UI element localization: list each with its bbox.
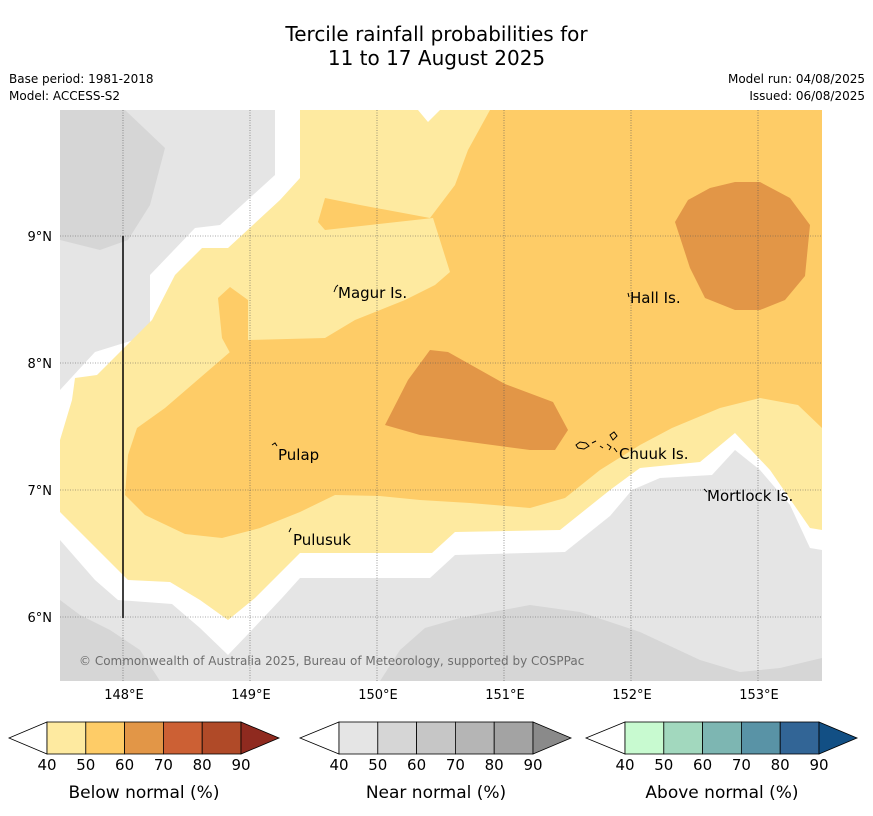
meta-right: Model run: 04/08/2025 Issued: 06/08/2025 <box>728 71 865 105</box>
colorbar-near-normal: 40 50 60 70 80 90 Near normal (%) <box>298 721 573 803</box>
issued-date: Issued: 06/08/2025 <box>749 89 865 103</box>
model-run: Model run: 04/08/2025 <box>727 72 865 86</box>
longitude-labels: 148°E 149°E 150°E 151°E 152°E 153°E <box>104 688 779 703</box>
colorbar-tick-label: 80 <box>485 756 504 774</box>
colorbar-segment <box>162 721 203 755</box>
colorbar-segment <box>741 721 781 755</box>
place-label: Mortlock Is. <box>707 487 793 505</box>
colorbar-above-normal: 40 50 60 70 80 90 Above normal (%) <box>584 721 859 803</box>
colorbar-tick-label: 70 <box>446 756 465 774</box>
colorbar-tick-label: 50 <box>76 756 95 774</box>
place-label: Pulap <box>278 446 319 464</box>
lon-label: 149°E <box>231 688 271 703</box>
colorbar-tick-label: 90 <box>231 756 250 774</box>
near-normal-40-region-southwest <box>60 450 822 681</box>
colorbar-under-triangle <box>7 721 48 755</box>
lat-label: 6°N <box>28 611 53 626</box>
colorbar-segment <box>46 721 87 755</box>
probability-field: Magur Is. Hall Is. Pulap Chuuk Is. Mortl… <box>60 110 822 681</box>
lon-label: 152°E <box>612 688 652 703</box>
colorbar-tick-label: 40 <box>329 756 348 774</box>
place-label: Magur Is. <box>338 284 407 302</box>
colorbar-legends: 40 50 60 70 80 90 Below normal (%) 40 50 60 70 80 90… <box>7 721 859 803</box>
model-name: Model: ACCESS-S2 <box>9 89 121 103</box>
latitude-labels: 9°N 8°N 7°N 6°N <box>28 230 53 626</box>
colorbar-tick-label: 90 <box>523 756 542 774</box>
colorbar-segment <box>454 721 495 755</box>
colorbar-tick-label: 60 <box>407 756 426 774</box>
colorbar-under-triangle <box>584 721 626 755</box>
near-normal-50-region-north <box>60 110 165 250</box>
colorbar-title: Above normal (%) <box>645 783 798 803</box>
colorbar-title: Below normal (%) <box>69 783 220 803</box>
colorbar-tick-label: 60 <box>693 756 712 774</box>
colorbar-tick-label: 80 <box>193 756 212 774</box>
lat-label: 7°N <box>28 484 53 499</box>
meta-left: Base period: 1981-2018 Model: ACCESS-S2 <box>9 71 154 105</box>
colorbar-below-normal: 40 50 60 70 80 90 Below normal (%) <box>7 721 281 803</box>
colorbar-tick-label: 60 <box>115 756 134 774</box>
colorbar-segment <box>624 721 665 755</box>
lon-label: 148°E <box>104 688 144 703</box>
lat-label: 9°N <box>28 230 53 245</box>
colorbar-over-triangle <box>818 721 859 755</box>
title-line-1: Tercile rainfall probabilities for <box>285 22 588 46</box>
colorbar-segment <box>493 721 534 755</box>
colorbar-tick-label: 40 <box>615 756 634 774</box>
base-period: Base period: 1981-2018 <box>9 72 154 86</box>
colorbar-tick-label: 90 <box>809 756 828 774</box>
title-line-2: 11 to 17 August 2025 <box>327 46 546 70</box>
lat-label: 8°N <box>28 357 53 372</box>
colorbar-title: Near normal (%) <box>366 783 506 803</box>
colorbar-tick-label: 50 <box>654 756 673 774</box>
colorbar-segment <box>85 721 126 755</box>
lon-label: 150°E <box>358 688 398 703</box>
colorbar-tick-label: 70 <box>732 756 751 774</box>
near-normal-50-region-south <box>380 605 822 681</box>
colorbar-tick-label: 70 <box>154 756 173 774</box>
below-normal-60-east <box>675 182 810 310</box>
lon-label: 151°E <box>485 688 525 703</box>
below-normal-50-lobe <box>218 287 248 362</box>
colorbar-tick-label: 40 <box>37 756 56 774</box>
colorbar-segment <box>663 721 703 755</box>
colorbar-segment <box>779 721 820 755</box>
colorbar-over-triangle <box>532 721 573 755</box>
colorbar-segment <box>702 721 742 755</box>
colorbar-under-triangle <box>298 721 340 755</box>
colorbar-segment <box>201 721 242 755</box>
colorbar-segment <box>377 721 417 755</box>
place-label: Pulusuk <box>293 531 351 549</box>
colorbar-over-triangle <box>240 721 281 755</box>
island-outlines <box>271 284 708 533</box>
colorbar-segment <box>416 721 456 755</box>
colorbar-segment <box>124 721 164 755</box>
map-title: Tercile rainfall probabilities for 11 to… <box>0 22 873 70</box>
copyright-notice: © Commonwealth of Australia 2025, Bureau… <box>79 654 584 668</box>
colorbar-tick-label: 80 <box>771 756 790 774</box>
place-label: Hall Is. <box>630 289 681 307</box>
colorbar-segment <box>338 721 379 755</box>
colorbar-tick-label: 50 <box>368 756 387 774</box>
near-normal-50-region-southwest <box>60 600 160 681</box>
below-normal-50-region <box>125 110 822 538</box>
below-normal-60-central <box>385 350 568 450</box>
lon-label: 153°E <box>739 688 779 703</box>
place-label: Chuuk Is. <box>619 445 688 463</box>
